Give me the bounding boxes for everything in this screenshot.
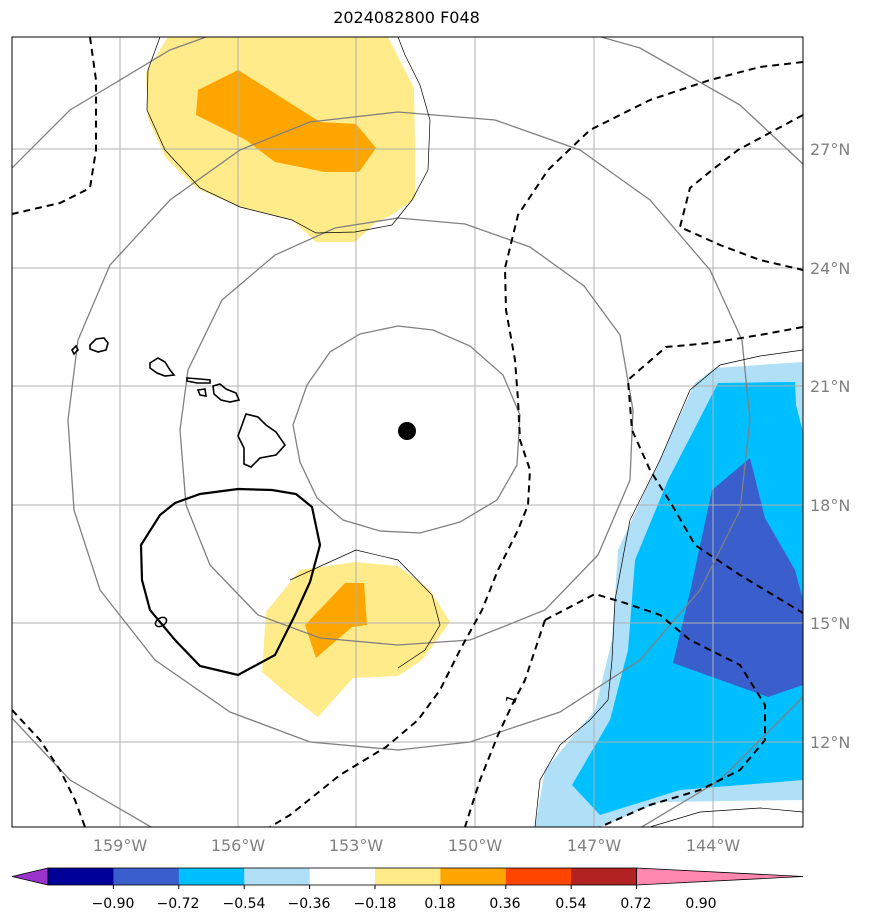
positive-anomaly-north-orange (196, 70, 376, 172)
map-frame (11, 36, 804, 828)
colorbar-tick-label: −0.90 (92, 896, 135, 912)
colorbar-segment (571, 868, 638, 885)
colorbar-tick-label: −0.54 (223, 896, 266, 912)
positive-anomaly-south-orange (305, 583, 367, 658)
oahu-island (149, 357, 176, 377)
colorbar-extend-high (636, 867, 804, 886)
colorbar-tick-label: 0.36 (489, 896, 520, 912)
small-island-marker (154, 616, 168, 628)
colorbar-frame (47, 867, 637, 886)
solid-contour (139, 487, 322, 677)
molokai-island (186, 377, 211, 384)
lat-label: 24°N (810, 259, 850, 278)
lon-label: 159°W (93, 836, 148, 855)
hawaiian-islands (71, 337, 287, 468)
colorbar-tick-label: 0.18 (424, 896, 455, 912)
negative-anomaly-royal-blue (673, 458, 803, 697)
lat-label: 12°N (810, 733, 850, 752)
colorbar-segment (309, 868, 376, 885)
storm-center-marker (398, 422, 416, 440)
lon-label: 153°W (329, 836, 384, 855)
lanai-island (196, 388, 207, 397)
anomaly-outline (146, 37, 803, 827)
colorbar-segment (440, 868, 507, 885)
lat-label: 15°N (810, 614, 850, 633)
colorbar-tick-label: −0.36 (288, 896, 331, 912)
colorbar-tick-labels: −0.90 −0.72 −0.54 −0.36 −0.18 0.18 0.36 … (92, 896, 717, 912)
contour-label: 1 (503, 693, 521, 706)
colorbar-extend-low (11, 867, 49, 886)
map-title: 2024082800 F048 (333, 8, 480, 27)
colorbar-tick-label: −0.72 (157, 896, 200, 912)
lat-label: 18°N (810, 496, 850, 515)
lon-label: 150°W (448, 836, 503, 855)
longitude-labels: 159°W 156°W 153°W 150°W 147°W 144°W (93, 836, 741, 855)
colorbar-segment (505, 868, 572, 885)
colorbar-segment (244, 868, 311, 885)
lat-label: 27°N (810, 140, 850, 159)
big-island (237, 413, 287, 468)
niihau-island (71, 344, 79, 356)
lat-label: 21°N (810, 377, 850, 396)
maui-island (212, 383, 241, 403)
colorbar-segment (375, 868, 441, 885)
lon-label: 147°W (567, 836, 622, 855)
dashed-contours (12, 37, 803, 827)
colorbar-segment (113, 868, 180, 885)
colorbar-tick-label: 0.72 (620, 896, 651, 912)
latitude-labels: 27°N 24°N 21°N 18°N 15°N 12°N (810, 140, 850, 752)
colorbar-tick-label: −0.18 (354, 896, 397, 912)
graticule (12, 37, 803, 827)
colorbar-segment (48, 868, 114, 885)
range-rings (12, 37, 803, 827)
colorbar-tick-label: 0.90 (685, 896, 716, 912)
colorbar (11, 867, 804, 889)
lon-label: 156°W (211, 836, 266, 855)
colorbar-tick-label: 0.54 (555, 896, 586, 912)
kauai-island (89, 337, 109, 353)
lon-label: 144°W (686, 836, 741, 855)
colorbar-segment (178, 868, 245, 885)
